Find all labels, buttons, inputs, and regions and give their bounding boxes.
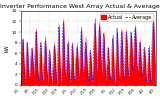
Y-axis label: kW: kW	[4, 44, 9, 52]
Legend: Actual, Average: Actual, Average	[100, 13, 153, 21]
Title: Solar PV/Inverter Performance West Array Actual & Average Power Output: Solar PV/Inverter Performance West Array…	[0, 4, 160, 9]
